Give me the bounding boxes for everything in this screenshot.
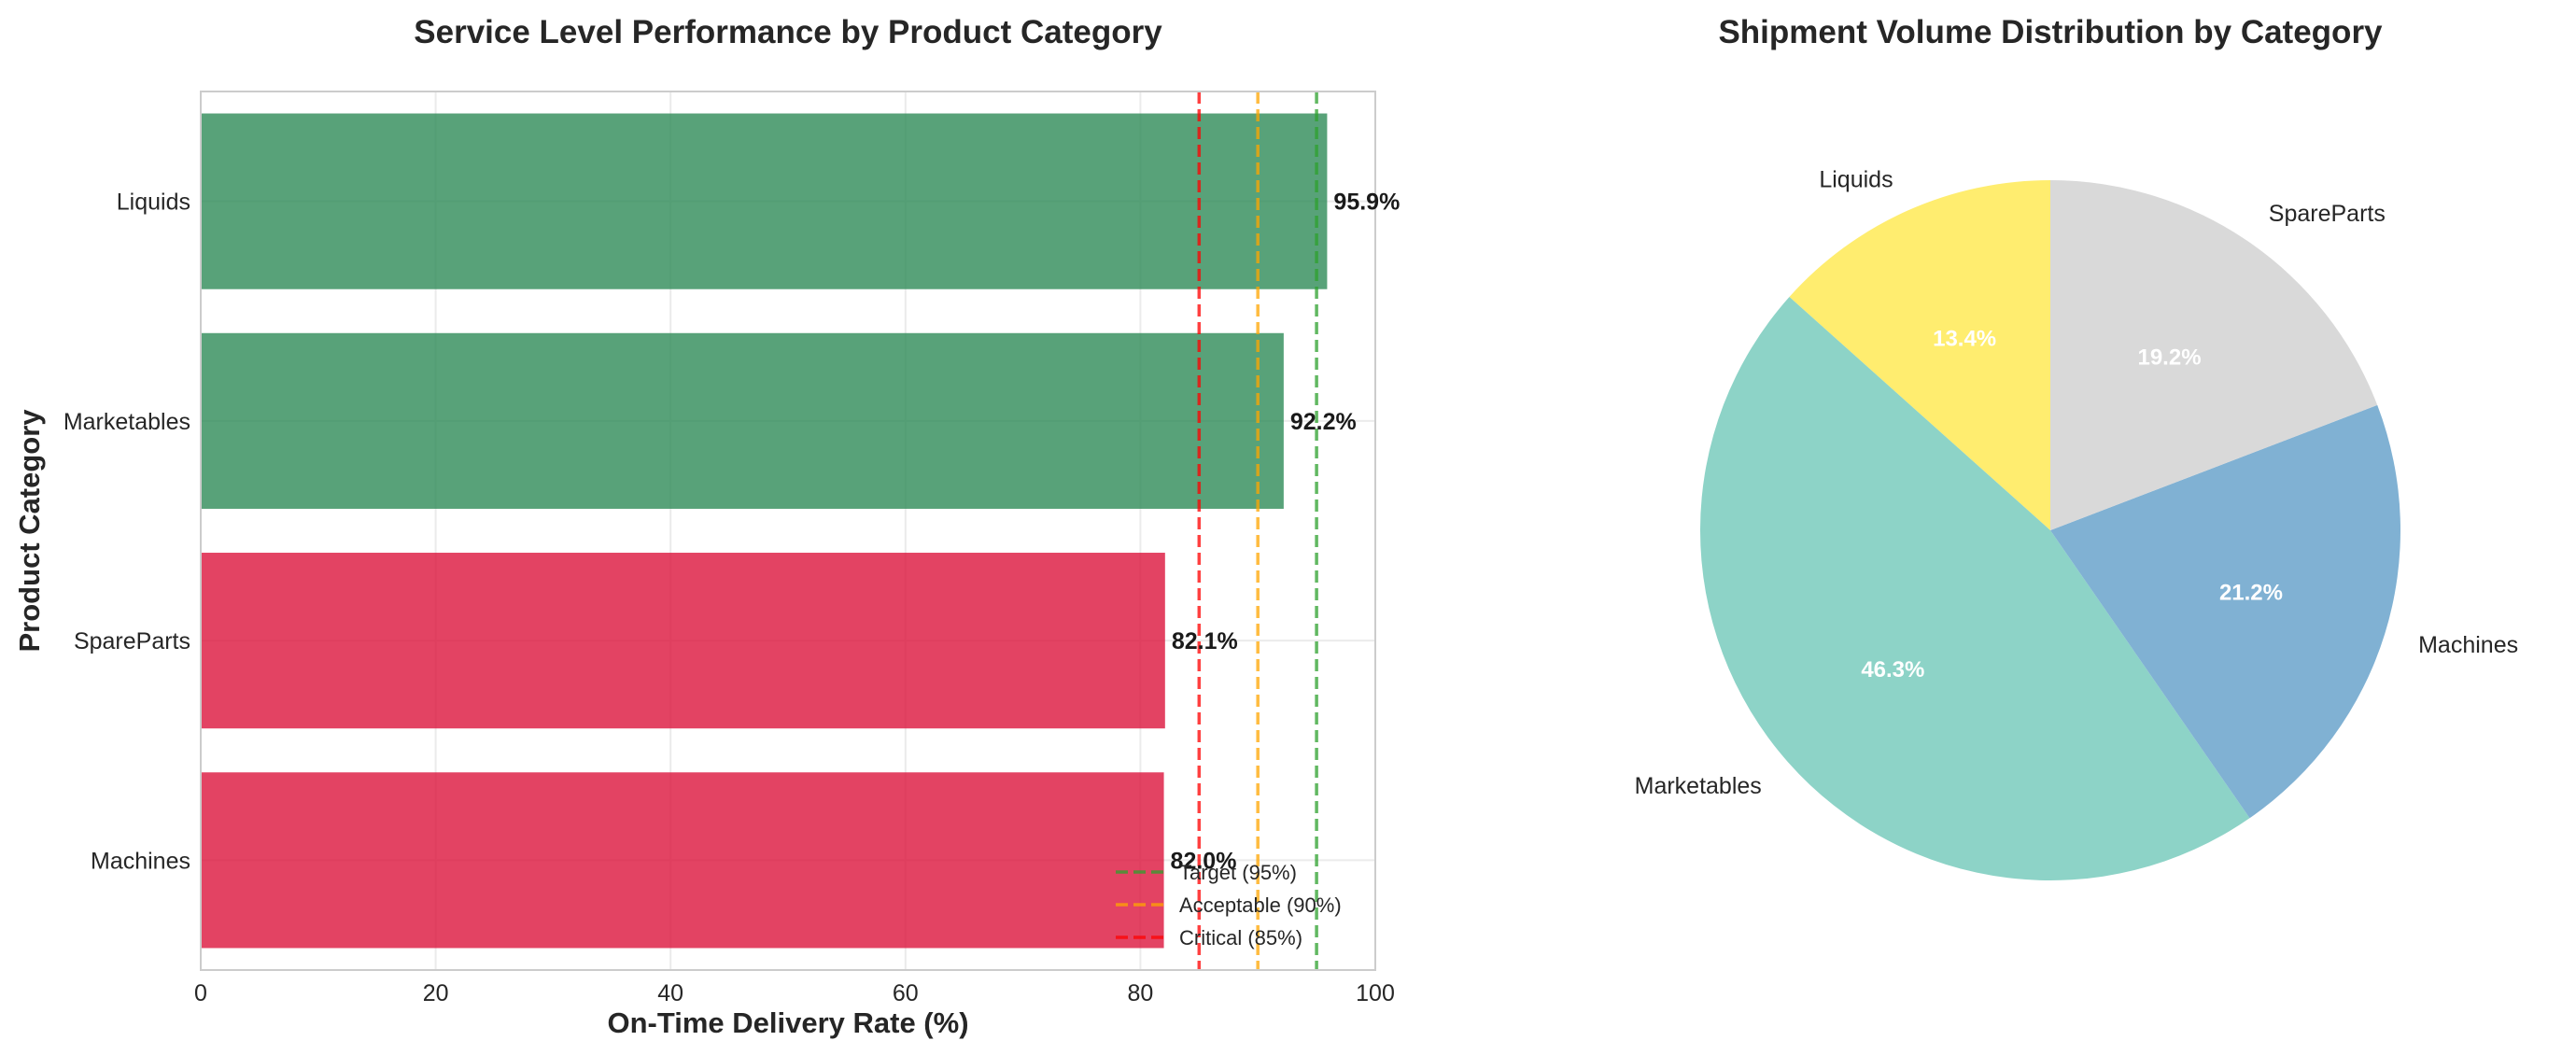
y-tick-label: Machines	[91, 848, 190, 874]
bar-liquids	[201, 113, 1328, 289]
bar-spareparts	[201, 553, 1165, 729]
bar-value-label: 82.0%	[1171, 848, 1237, 874]
bar-series	[201, 113, 1328, 949]
pie-chart-title: Shipment Volume Distribution by Category	[1718, 14, 2383, 50]
pie-slice-liquids	[1789, 180, 2050, 530]
legend-label: Critical (85%)	[1179, 926, 1302, 950]
y-tick-label: Marketables	[63, 409, 190, 435]
x-tick-label: 40	[657, 980, 683, 1006]
bar-value-labels: 95.9% 92.2% 82.1% 82.0%	[1171, 190, 1401, 875]
y-axis-ticks: Liquids Marketables SpareParts Machines	[63, 190, 190, 875]
pie-category-label: Marketables	[1635, 773, 1762, 799]
pie-category-label: Machines	[2418, 632, 2518, 658]
x-tick-label: 0	[194, 980, 207, 1006]
bar-value-label: 82.1%	[1172, 628, 1238, 654]
pie-percent-label: 46.3%	[1861, 657, 1924, 682]
pie-percent-label: 19.2%	[2137, 345, 2201, 371]
x-axis-label: On-Time Delivery Rate (%)	[607, 1006, 968, 1039]
x-axis-ticks: 0 20 40 60 80 100	[194, 980, 1395, 1006]
bar-chart-title: Service Level Performance by Product Cat…	[414, 14, 1162, 50]
bar-chart: 0 20 40 60 80 100 Liquids Marketables SparePart…	[13, 14, 1400, 1039]
pie-category-label: Liquids	[1819, 166, 1893, 192]
pie-chart: Shipment Volume Distribution by Category…	[1635, 14, 2518, 880]
reference-lines	[1197, 91, 1318, 970]
pie-slices	[1700, 180, 2400, 880]
pie-slice-machines	[2050, 404, 2400, 819]
bar-legend: Target (95%) Acceptable (90%) Critical (85…	[1116, 861, 1342, 950]
bar-machines	[201, 772, 1164, 949]
y-axis-label: Product Category	[13, 409, 46, 653]
bar-plot-frame	[200, 91, 1376, 971]
x-tick-label: 20	[423, 980, 449, 1006]
bar-value-label: 95.9%	[1333, 190, 1400, 216]
x-tick-label: 60	[893, 980, 919, 1006]
pie-category-label: SpareParts	[2269, 201, 2386, 227]
legend-label: Acceptable (90%)	[1179, 893, 1342, 917]
legend-label: Target (95%)	[1179, 861, 1297, 884]
y-tick-label: SpareParts	[74, 628, 190, 654]
bar-value-label: 92.2%	[1290, 409, 1357, 435]
pie-percent-label: 21.2%	[2219, 580, 2283, 605]
bar-marketables	[201, 332, 1284, 509]
pie-labels: 13.4% Liquids 46.3% Marketables 21.2% Machine…	[1635, 166, 2518, 799]
x-tick-label: 80	[1127, 980, 1153, 1006]
y-tick-label: Liquids	[117, 190, 190, 216]
pie-slice-spareparts	[2050, 180, 2378, 530]
pie-slice-marketables	[1700, 297, 2250, 880]
pie-percent-label: 13.4%	[1933, 327, 1996, 352]
x-tick-label: 100	[1356, 980, 1395, 1006]
